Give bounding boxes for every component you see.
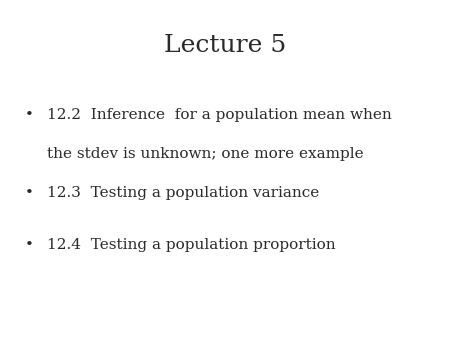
Text: Lecture 5: Lecture 5 <box>164 34 286 57</box>
Text: 12.3  Testing a population variance: 12.3 Testing a population variance <box>47 186 320 200</box>
Text: •: • <box>25 238 34 252</box>
Text: the stdev is unknown; one more example: the stdev is unknown; one more example <box>47 147 364 161</box>
Text: 12.4  Testing a population proportion: 12.4 Testing a population proportion <box>47 238 336 252</box>
Text: •: • <box>25 186 34 200</box>
Text: 12.2  Inference  for a population mean when: 12.2 Inference for a population mean whe… <box>47 108 392 122</box>
Text: •: • <box>25 108 34 122</box>
